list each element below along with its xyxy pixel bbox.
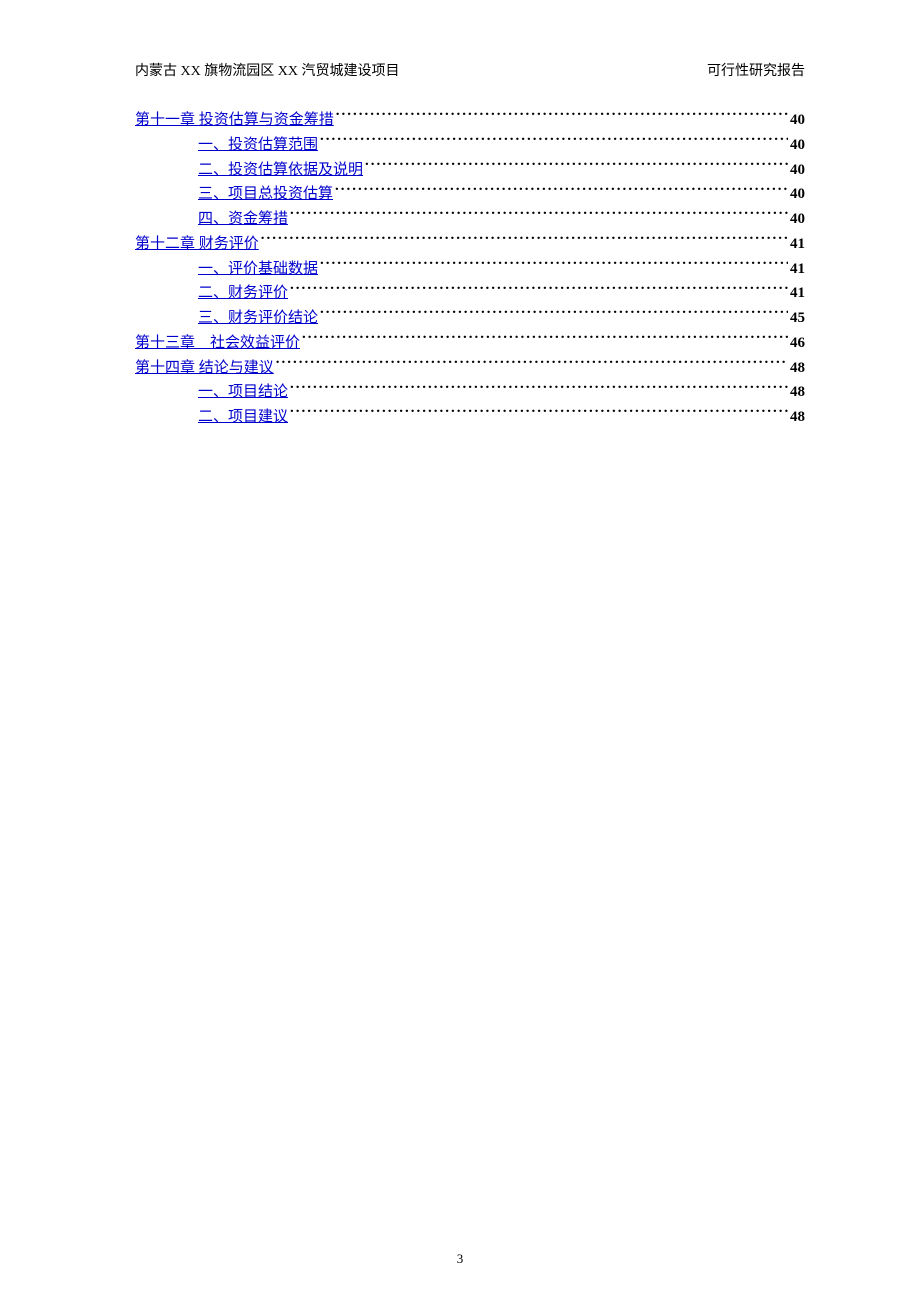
toc-entry: 第十一章 投资估算与资金筹措 40 (135, 108, 805, 133)
toc-page-number: 40 (790, 133, 805, 158)
toc-page-number: 46 (790, 331, 805, 356)
toc-leader-dots (320, 307, 788, 322)
toc-link[interactable]: 三、项目总投资估算 (198, 182, 333, 207)
toc-link[interactable]: 第十一章 投资估算与资金筹措 (135, 108, 334, 133)
toc-link[interactable]: 一、投资估算范围 (198, 133, 318, 158)
toc-page-number: 45 (790, 306, 805, 331)
toc-leader-dots (335, 183, 788, 198)
toc-link[interactable]: 一、评价基础数据 (198, 257, 318, 282)
toc-link[interactable]: 二、财务评价 (198, 281, 288, 306)
toc-page-number: 41 (790, 281, 805, 306)
toc-link[interactable]: 第十二章 财务评价 (135, 232, 259, 257)
toc-entry: 二、项目建议 48 (135, 405, 805, 430)
toc-page-number: 40 (790, 108, 805, 133)
toc-entry: 四、资金筹措 40 (135, 207, 805, 232)
toc-entry: 三、财务评价结论 45 (135, 306, 805, 331)
toc-entry: 二、投资估算依据及说明 40 (135, 158, 805, 183)
toc-page-number: 48 (790, 405, 805, 430)
header-left: 内蒙古 XX 旗物流园区 XX 汽贸城建设项目 (135, 60, 399, 80)
toc-entry: 一、投资估算范围 40 (135, 133, 805, 158)
toc-link[interactable]: 一、项目结论 (198, 380, 288, 405)
toc-link[interactable]: 三、财务评价结论 (198, 306, 318, 331)
toc-entry: 三、项目总投资估算 40 (135, 182, 805, 207)
toc-page-number: 48 (790, 356, 805, 381)
header-right: 可行性研究报告 (707, 60, 805, 80)
table-of-contents: 第十一章 投资估算与资金筹措 40 一、投资估算范围 40 二、投资估算依据及说… (135, 108, 805, 430)
toc-entry: 第十三章 社会效益评价 46 (135, 331, 805, 356)
toc-entry: 二、财务评价 41 (135, 281, 805, 306)
toc-page-number: 48 (790, 380, 805, 405)
toc-page-number: 41 (790, 257, 805, 282)
toc-leader-dots (290, 381, 788, 396)
toc-page-number: 40 (790, 207, 805, 232)
toc-page-number: 40 (790, 158, 805, 183)
toc-leader-dots (276, 357, 788, 372)
toc-leader-dots (320, 258, 788, 273)
toc-leader-dots (290, 282, 788, 297)
toc-entry: 第十二章 财务评价 41 (135, 232, 805, 257)
toc-page-number: 40 (790, 182, 805, 207)
page-header: 内蒙古 XX 旗物流园区 XX 汽贸城建设项目 可行性研究报告 (135, 60, 805, 80)
toc-leader-dots (320, 134, 788, 149)
toc-link[interactable]: 四、资金筹措 (198, 207, 288, 232)
toc-page-number: 41 (790, 232, 805, 257)
toc-link[interactable]: 第十三章 社会效益评价 (135, 331, 300, 356)
toc-leader-dots (261, 233, 788, 248)
toc-entry: 一、项目结论 48 (135, 380, 805, 405)
toc-link[interactable]: 二、项目建议 (198, 405, 288, 430)
toc-link[interactable]: 二、投资估算依据及说明 (198, 158, 363, 183)
toc-leader-dots (290, 208, 788, 223)
toc-leader-dots (365, 159, 788, 174)
page-number: 3 (0, 1251, 920, 1267)
toc-leader-dots (336, 109, 788, 124)
toc-link[interactable]: 第十四章 结论与建议 (135, 356, 274, 381)
toc-entry: 一、评价基础数据 41 (135, 257, 805, 282)
toc-entry: 第十四章 结论与建议 48 (135, 356, 805, 381)
toc-leader-dots (290, 406, 788, 421)
page-container: 内蒙古 XX 旗物流园区 XX 汽贸城建设项目 可行性研究报告 第十一章 投资估… (0, 0, 920, 1302)
toc-leader-dots (302, 332, 788, 347)
